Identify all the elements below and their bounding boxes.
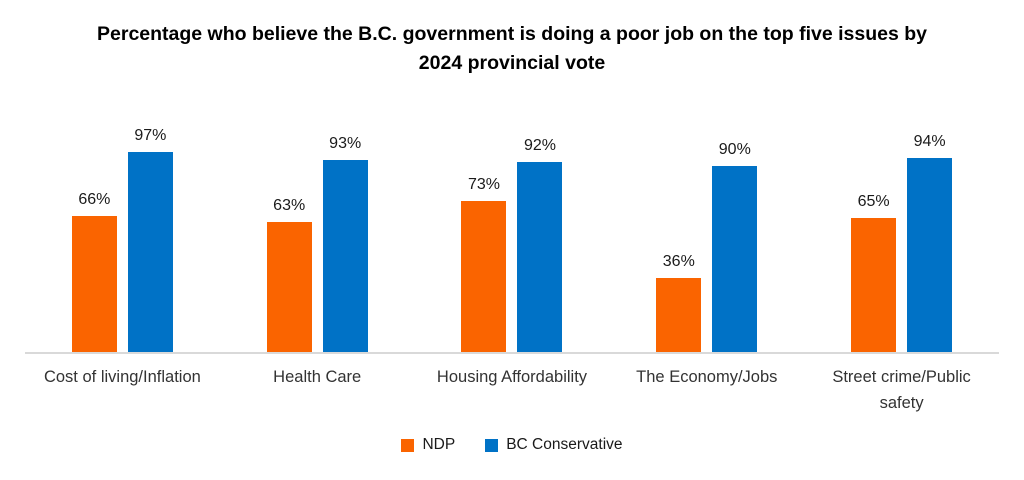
legend-label-bc-conservative: BC Conservative	[506, 436, 623, 453]
value-label: 73%	[467, 176, 500, 193]
value-label: 92%	[523, 137, 556, 154]
bar-wrap: 36%	[656, 253, 702, 352]
category-label-cost-of-living-inflation: Cost of living/Inflation	[43, 368, 201, 386]
bar-bc-conservative	[712, 166, 758, 352]
bar-wrap: 97%	[127, 127, 173, 352]
bar-ndp	[656, 278, 702, 352]
legend-swatch-ndp	[401, 438, 415, 452]
category-label-street-crime-public-safety: Street crime/Public safety	[832, 368, 971, 412]
bar-ndp	[266, 222, 312, 352]
bar-ndp	[461, 201, 507, 352]
category-label-health-care: Health Care	[273, 368, 362, 386]
bar-ndp	[71, 216, 117, 352]
bar-wrap: 90%	[712, 141, 758, 352]
bar-wrap: 66%	[71, 191, 117, 352]
bar-ndp	[851, 218, 897, 352]
legend-item-ndp: NDP	[401, 436, 455, 454]
value-label: 63%	[273, 197, 306, 214]
value-label: 97%	[134, 127, 167, 144]
bar-bc-conservative	[322, 160, 368, 352]
category-label-the-economy-jobs: The Economy/Jobs	[636, 368, 778, 386]
value-label: 65%	[857, 193, 890, 210]
legend-swatch-bc-conservative	[485, 438, 499, 452]
value-label: 93%	[329, 135, 362, 152]
value-label: 90%	[718, 141, 751, 158]
value-label: 36%	[662, 253, 695, 270]
bar-wrap: 93%	[322, 135, 368, 352]
value-label: 66%	[78, 191, 111, 208]
legend-item-bc-conservative: BC Conservative	[485, 436, 623, 454]
bar-group-cost-of-living-inflation: 66% 97%	[25, 120, 220, 352]
bar-wrap: 94%	[907, 133, 953, 352]
bar-wrap: 92%	[517, 137, 563, 352]
bar-bc-conservative	[907, 158, 953, 352]
legend: NDP BC Conservative	[0, 436, 1024, 454]
bar-wrap: 65%	[851, 193, 897, 352]
x-axis-line	[25, 352, 999, 354]
bar-wrap: 63%	[266, 197, 312, 352]
plot-area: 66% 97% 63% 93% 73% 92% 36% 90% 65% 94%	[25, 120, 999, 352]
category-axis: Cost of living/Inflation Health Care Housi…	[25, 364, 999, 416]
bar-bc-conservative	[517, 162, 563, 352]
value-label: 94%	[913, 133, 946, 150]
legend-label-ndp: NDP	[422, 436, 456, 453]
bar-wrap: 73%	[461, 176, 507, 352]
chart-title: Percentage who believe the B.C. governme…	[97, 23, 927, 74]
bar-group-housing-affordability: 73% 92%	[415, 120, 610, 352]
bar-bc-conservative	[127, 152, 173, 352]
bar-group-health-care: 63% 93%	[220, 120, 415, 352]
category-label-housing-affordability: Housing Affordability	[436, 368, 588, 386]
bar-group-the-economy-jobs: 36% 90%	[609, 120, 804, 352]
bar-group-street-crime-public-safety: 65% 94%	[804, 120, 999, 352]
